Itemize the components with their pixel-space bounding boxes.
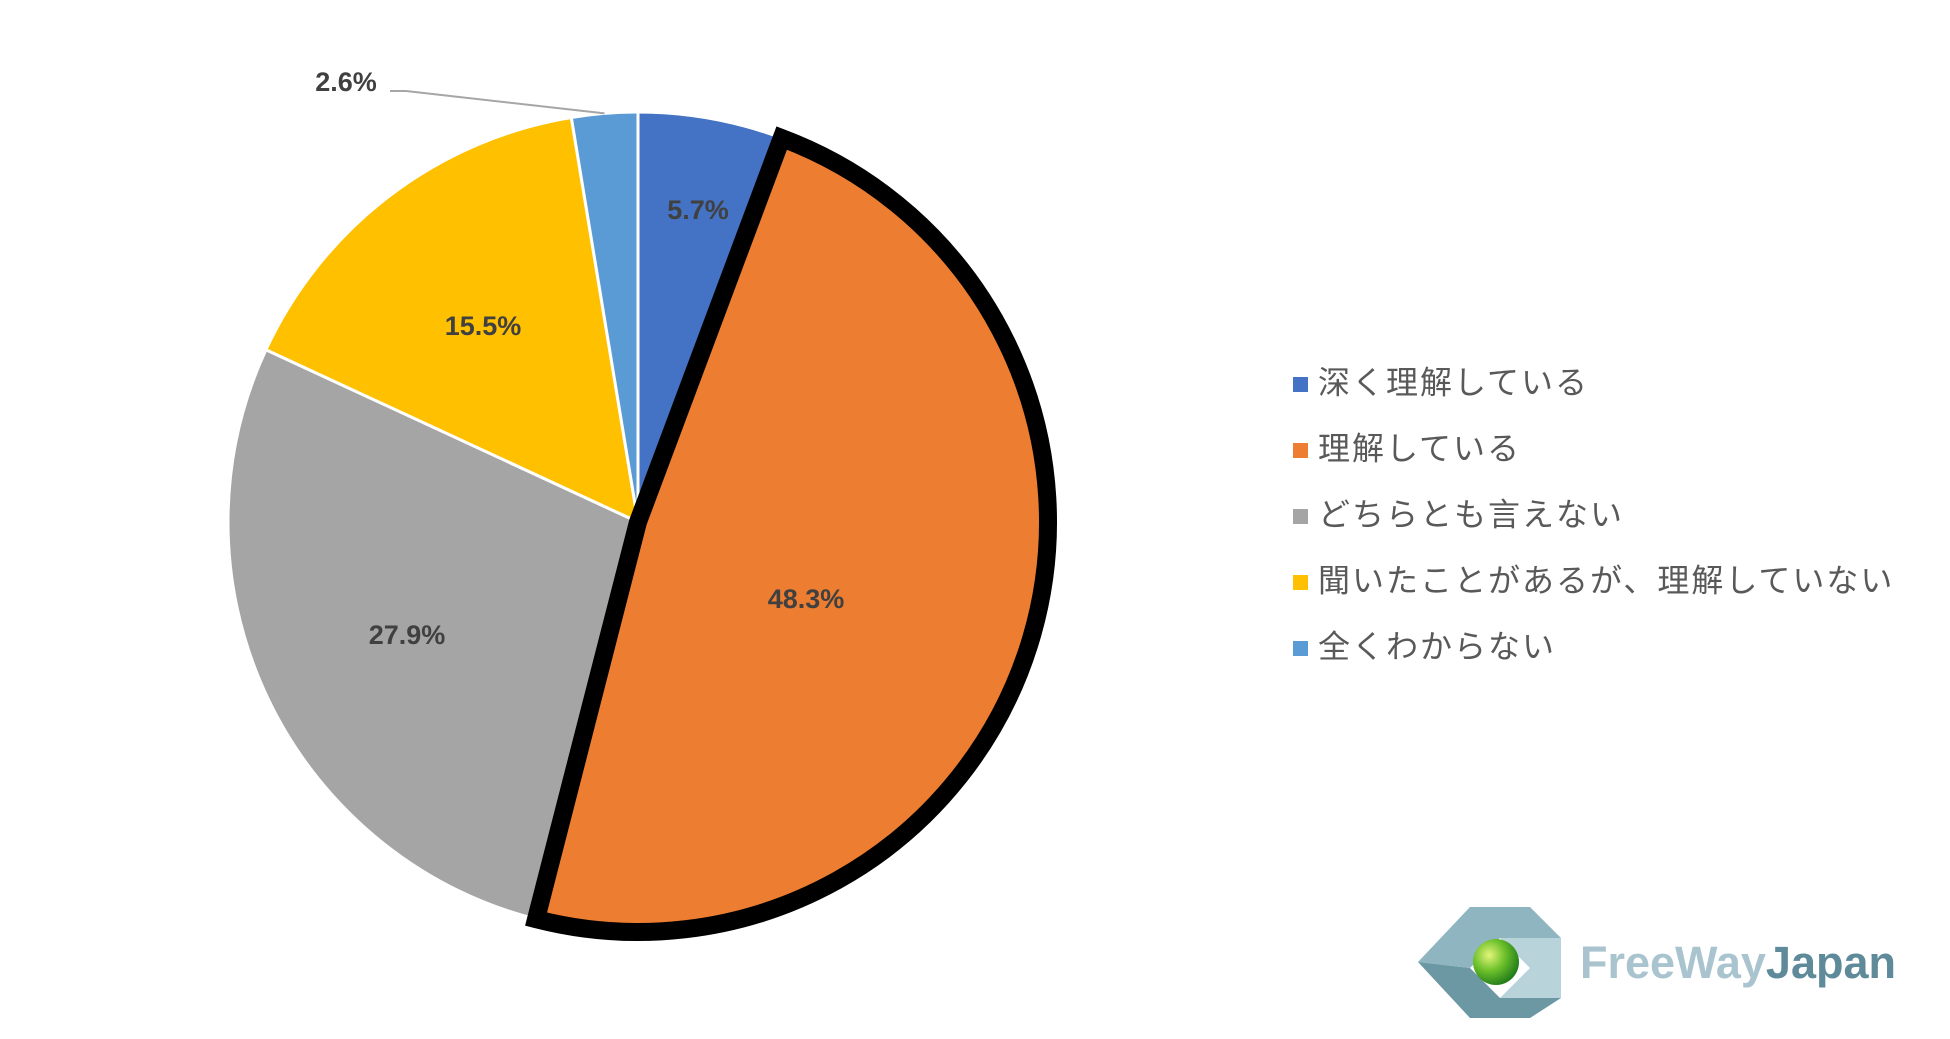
legend-label: どちらとも言えない <box>1318 496 1624 532</box>
pie-slice <box>226 347 640 921</box>
legend-swatch <box>1293 509 1308 524</box>
logo-ball <box>1473 939 1519 985</box>
legend-label: 全くわからない <box>1318 628 1556 664</box>
legend-swatch <box>1293 443 1308 458</box>
data-label: 2.6% <box>315 67 377 97</box>
pie-slice <box>263 115 640 525</box>
leader-line <box>390 90 605 115</box>
pie-slice <box>525 126 1057 941</box>
legend-label: 深く理解している <box>1318 364 1589 400</box>
logo-text: FreeWayJapan <box>1580 937 1896 988</box>
data-label: 27.9% <box>369 620 446 650</box>
legend-label: 聞いたことがあるが、理解していない <box>1318 562 1894 598</box>
data-label: 48.3% <box>768 584 845 614</box>
logo-text-part: Japan <box>1766 937 1896 988</box>
legend-swatch <box>1293 641 1308 656</box>
legend-label: 理解している <box>1318 430 1521 466</box>
logo-shape <box>1418 907 1561 968</box>
logo-shape <box>1418 962 1561 1018</box>
pie-slice <box>569 110 640 523</box>
logo-text-part: FreeWay <box>1580 937 1766 988</box>
legend-swatch <box>1293 377 1308 392</box>
data-label: 15.5% <box>445 311 522 341</box>
data-label: 5.7% <box>667 195 729 225</box>
legend-swatch <box>1293 575 1308 590</box>
logo: FreeWayJapan <box>1418 907 1896 1018</box>
